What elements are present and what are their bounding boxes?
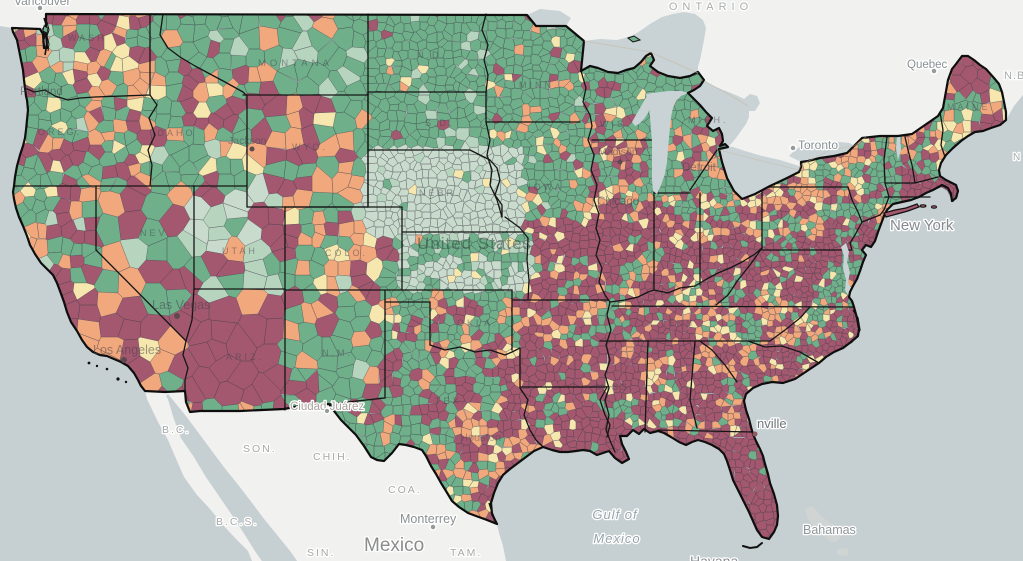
svg-text:Ciudad Juárez: Ciudad Juárez: [290, 401, 364, 413]
svg-text:MICH.: MICH.: [688, 115, 729, 125]
svg-text:Chicago: Chicago: [597, 196, 639, 208]
svg-text:Mexico: Mexico: [593, 531, 640, 546]
svg-text:COA.: COA.: [388, 484, 422, 496]
svg-text:WIS.: WIS.: [600, 119, 632, 129]
svg-text:TEX.: TEX.: [435, 396, 467, 406]
svg-text:Los Angeles: Los Angeles: [93, 343, 161, 357]
svg-text:CHIH.: CHIH.: [313, 451, 352, 463]
svg-text:New York: New York: [890, 217, 954, 234]
svg-text:Monterrey: Monterrey: [400, 512, 457, 526]
svg-text:IDAHO: IDAHO: [152, 128, 196, 138]
svg-text:MAINE: MAINE: [947, 102, 991, 112]
svg-text:Las Vegas: Las Vegas: [152, 298, 210, 312]
svg-text:OKLA.: OKLA.: [457, 318, 499, 328]
svg-text:Vancouver: Vancouver: [14, 0, 70, 8]
svg-text:Havana: Havana: [690, 553, 738, 561]
svg-text:WYO.: WYO.: [292, 142, 328, 152]
svg-text:United States: United States: [417, 234, 532, 253]
svg-text:Detroit: Detroit: [682, 162, 717, 174]
svg-text:ARIZ.: ARIZ.: [226, 352, 264, 362]
svg-text:OREG.: OREG.: [38, 127, 82, 137]
svg-text:Quebec: Quebec: [907, 59, 948, 71]
svg-text:MONTANA: MONTANA: [258, 58, 333, 69]
svg-text:NEV.: NEV.: [140, 228, 172, 238]
svg-text:ONTARIO: ONTARIO: [669, 1, 753, 13]
svg-text:Bahamas: Bahamas: [803, 523, 856, 537]
svg-text:Houston: Houston: [460, 432, 501, 444]
svg-text:SON.: SON.: [243, 443, 277, 455]
svg-text:MINN.: MINN.: [519, 80, 560, 90]
svg-text:UTAH: UTAH: [222, 246, 258, 256]
svg-text:B.C.S.: B.C.S.: [216, 516, 258, 528]
svg-text:N.B: N.B: [1004, 70, 1023, 82]
svg-text:N.D.: N.D.: [417, 50, 447, 60]
svg-text:COLO.: COLO.: [325, 248, 368, 258]
svg-text:WASH: WASH: [68, 33, 107, 43]
svg-text:Mexico: Mexico: [364, 535, 424, 556]
svg-text:TAM.: TAM.: [450, 547, 482, 559]
svg-text:MISS.: MISS.: [596, 382, 636, 392]
svg-text:NEBR.: NEBR.: [419, 188, 462, 198]
svg-text:Jackson: Jackson: [228, 135, 267, 147]
svg-text:Toronto: Toronto: [798, 138, 838, 152]
svg-text:TENN.: TENN.: [660, 318, 701, 328]
svg-text:IOWA: IOWA: [528, 182, 564, 192]
svg-text:nville: nville: [757, 416, 787, 431]
svg-text:Madison: Madison: [598, 146, 638, 158]
svg-text:SIN.: SIN.: [307, 547, 335, 559]
svg-text:Portland: Portland: [20, 86, 63, 98]
svg-text:N: N: [1013, 152, 1020, 163]
svg-text:B.C.: B.C.: [162, 424, 190, 436]
svg-text:N.M.: N.M.: [322, 348, 353, 358]
svg-text:S.D.: S.D.: [425, 118, 455, 128]
svg-text:Gulf of: Gulf of: [592, 507, 638, 522]
